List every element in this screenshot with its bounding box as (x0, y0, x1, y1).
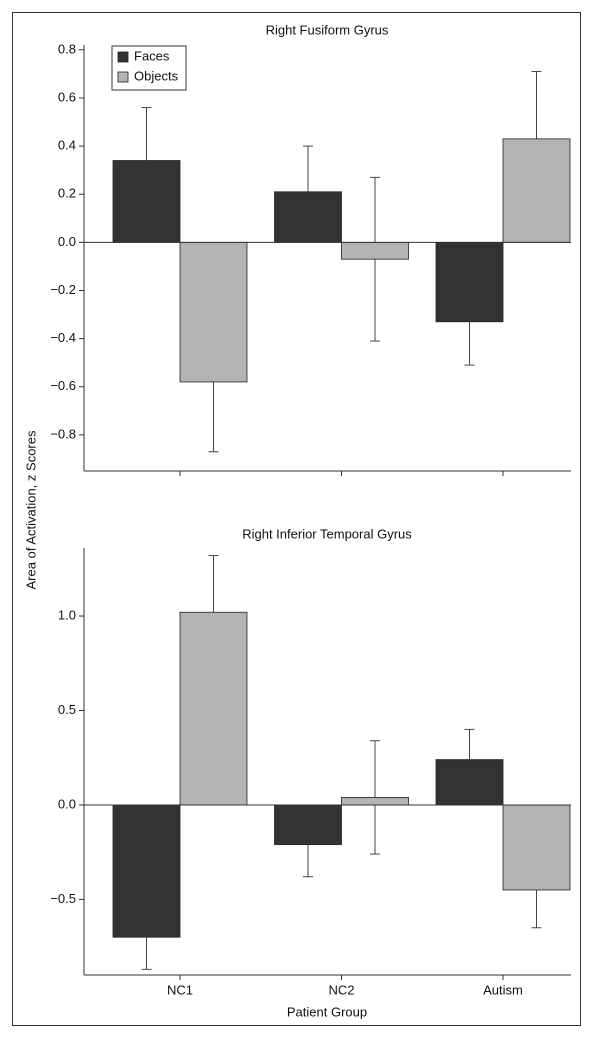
bar (112, 804, 181, 938)
bar (179, 241, 248, 383)
bar (502, 138, 571, 243)
chart-title: Right Inferior Temporal Gyrus (242, 526, 412, 541)
x-tick-label: NC1 (167, 982, 193, 997)
x-tick-label: Autism (483, 982, 523, 997)
y-tick-label: 0.6 (58, 89, 76, 104)
y-tick-label: 0.2 (58, 186, 76, 201)
y-tick-label: 0.0 (58, 234, 76, 249)
legend-swatch (117, 51, 129, 63)
y-tick-label: −0.4 (50, 330, 76, 345)
y-tick-label: 0.8 (58, 41, 76, 56)
bar (274, 804, 342, 846)
frame (12, 12, 581, 1026)
y-tick-label: −0.8 (50, 426, 76, 441)
y-tick-label: 0.0 (58, 796, 76, 811)
legend-label: Faces (134, 48, 170, 63)
bar (435, 241, 504, 323)
x-tick-label: NC2 (328, 982, 354, 997)
bar (435, 759, 504, 806)
y-tick-label: 0.5 (58, 702, 76, 717)
bar (112, 160, 181, 243)
legend-label: Objects (134, 68, 179, 83)
bar (341, 796, 409, 806)
bar (341, 241, 409, 260)
y-tick-label: −0.5 (50, 891, 76, 906)
bar (502, 804, 571, 891)
y-axis-label: Area of Activation, z Scores (23, 430, 38, 589)
y-tick-label: 1.0 (58, 607, 76, 622)
x-axis-label: Patient Group (287, 1004, 367, 1019)
y-tick-label: 0.4 (58, 138, 76, 153)
bar (179, 611, 248, 806)
bar (274, 191, 342, 243)
chart-title: Right Fusiform Gyrus (266, 22, 389, 37)
y-tick-label: −0.2 (50, 282, 76, 297)
legend-swatch (117, 71, 129, 83)
y-tick-label: −0.6 (50, 378, 76, 393)
